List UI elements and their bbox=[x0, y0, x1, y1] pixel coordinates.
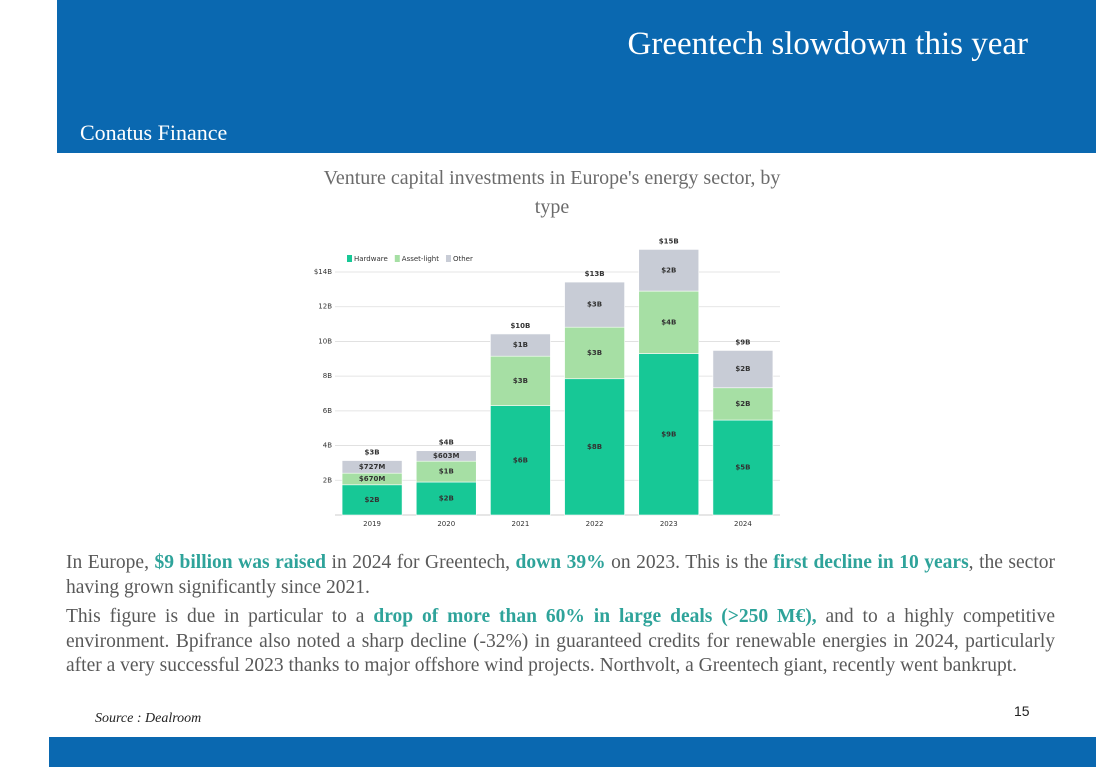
total-label: $10B bbox=[510, 322, 530, 330]
value-label: $5B bbox=[735, 464, 750, 472]
value-label: $3B bbox=[587, 349, 602, 357]
chart: 2B 4B 6B 8B 10B 12B $14B Hardware Asset-light Oth… bbox=[314, 237, 780, 528]
bar-segment bbox=[638, 249, 700, 292]
value-label: $2B bbox=[661, 266, 676, 274]
x-tick-label: 2024 bbox=[734, 520, 752, 528]
bar-segment bbox=[415, 481, 477, 516]
paragraph: This figure is due in particular to a dr… bbox=[66, 605, 1055, 679]
y-tick-label: 2B bbox=[323, 476, 332, 484]
x-tick-label: 2019 bbox=[363, 520, 381, 528]
highlight-text: first decline in 10 years bbox=[773, 552, 969, 573]
y-tick-label: 12B bbox=[318, 303, 332, 311]
x-tick-label: 2023 bbox=[660, 520, 678, 528]
text: This figure is due in particular to a bbox=[66, 606, 374, 627]
value-label: $3B bbox=[513, 377, 528, 385]
highlight-text: down 39% bbox=[515, 552, 606, 573]
y-tick-label: 4B bbox=[323, 442, 332, 450]
value-label: $8B bbox=[587, 443, 602, 451]
bar-segment bbox=[638, 290, 700, 354]
chart-title: Venture capital investments in Europe's … bbox=[323, 167, 781, 218]
legend-swatch bbox=[394, 255, 400, 262]
value-label: $6B bbox=[513, 456, 528, 464]
value-label: $9B bbox=[661, 430, 676, 438]
value-label: $2B bbox=[439, 495, 454, 503]
value-label: $1B bbox=[513, 341, 528, 349]
text: In Europe, bbox=[66, 552, 155, 573]
value-label: $727M bbox=[359, 463, 385, 471]
value-label: $1B bbox=[439, 468, 454, 476]
value-label: $2B bbox=[735, 365, 750, 373]
legend-label: Other bbox=[453, 255, 473, 263]
bar-segment bbox=[638, 353, 700, 516]
bar-segment bbox=[712, 350, 774, 389]
x-tick-label: 2022 bbox=[586, 520, 604, 528]
y-tick-label: 6B bbox=[323, 407, 332, 415]
legend-swatch bbox=[347, 255, 352, 262]
bar-segment bbox=[490, 333, 551, 357]
y-tick-label: $14B bbox=[314, 268, 332, 276]
text: on 2023. This is the bbox=[605, 552, 774, 573]
bar-segment bbox=[564, 378, 625, 516]
slide-title: Greentech slowdown this year bbox=[627, 26, 1028, 62]
total-label: $9B bbox=[735, 338, 750, 346]
legend-label: Asset-light bbox=[402, 255, 439, 263]
bar-segment bbox=[490, 405, 551, 516]
total-label: $4B bbox=[439, 439, 454, 447]
footer-band bbox=[49, 737, 1096, 767]
total-label: $15B bbox=[659, 237, 679, 245]
text: , the sector having grown significantly … bbox=[66, 552, 1055, 598]
value-label: $3B bbox=[587, 301, 602, 309]
value-label: $4B bbox=[661, 318, 676, 326]
text: in 2024 for Greentech, bbox=[326, 552, 516, 573]
y-tick-label: 8B bbox=[323, 372, 332, 380]
bar-segment bbox=[341, 460, 403, 474]
bar-segment bbox=[564, 281, 625, 328]
y-tick-label: 10B bbox=[318, 337, 332, 345]
bar-segment bbox=[490, 355, 551, 406]
value-label: $2B bbox=[365, 496, 380, 504]
legend-swatch bbox=[445, 255, 451, 262]
value-label: $603M bbox=[433, 452, 459, 460]
x-tick-label: 2021 bbox=[512, 520, 530, 528]
bar-segment bbox=[341, 484, 403, 516]
legend-label: Hardware bbox=[354, 255, 388, 263]
value-label: $2B bbox=[735, 400, 750, 408]
value-label: $670M bbox=[359, 475, 385, 483]
x-tick-label: 2020 bbox=[437, 520, 455, 528]
source: Source : Dealroom bbox=[95, 711, 202, 726]
total-label: $13B bbox=[585, 270, 605, 278]
bar-segment bbox=[712, 387, 774, 421]
total-label: $3B bbox=[365, 449, 380, 457]
bar-segment bbox=[415, 450, 477, 462]
header-band bbox=[57, 0, 1096, 153]
paragraph: In Europe, $9 billion was raised in 2024… bbox=[66, 551, 1055, 600]
body-text: In Europe, $9 billion was raised in 2024… bbox=[66, 551, 1055, 684]
page-number: 15 bbox=[1014, 703, 1030, 719]
brand: Conatus Finance bbox=[80, 120, 228, 145]
bar-segment bbox=[712, 419, 774, 516]
highlight-text: drop of more than 60% in large deals (>2… bbox=[373, 606, 817, 627]
bar-segment bbox=[564, 326, 625, 380]
text: and to a highly competitive environment.… bbox=[66, 606, 1055, 676]
highlight-text: $9 billion was raised bbox=[154, 552, 327, 573]
